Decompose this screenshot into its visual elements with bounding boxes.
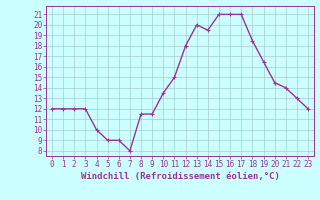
X-axis label: Windchill (Refroidissement éolien,°C): Windchill (Refroidissement éolien,°C) — [81, 172, 279, 181]
